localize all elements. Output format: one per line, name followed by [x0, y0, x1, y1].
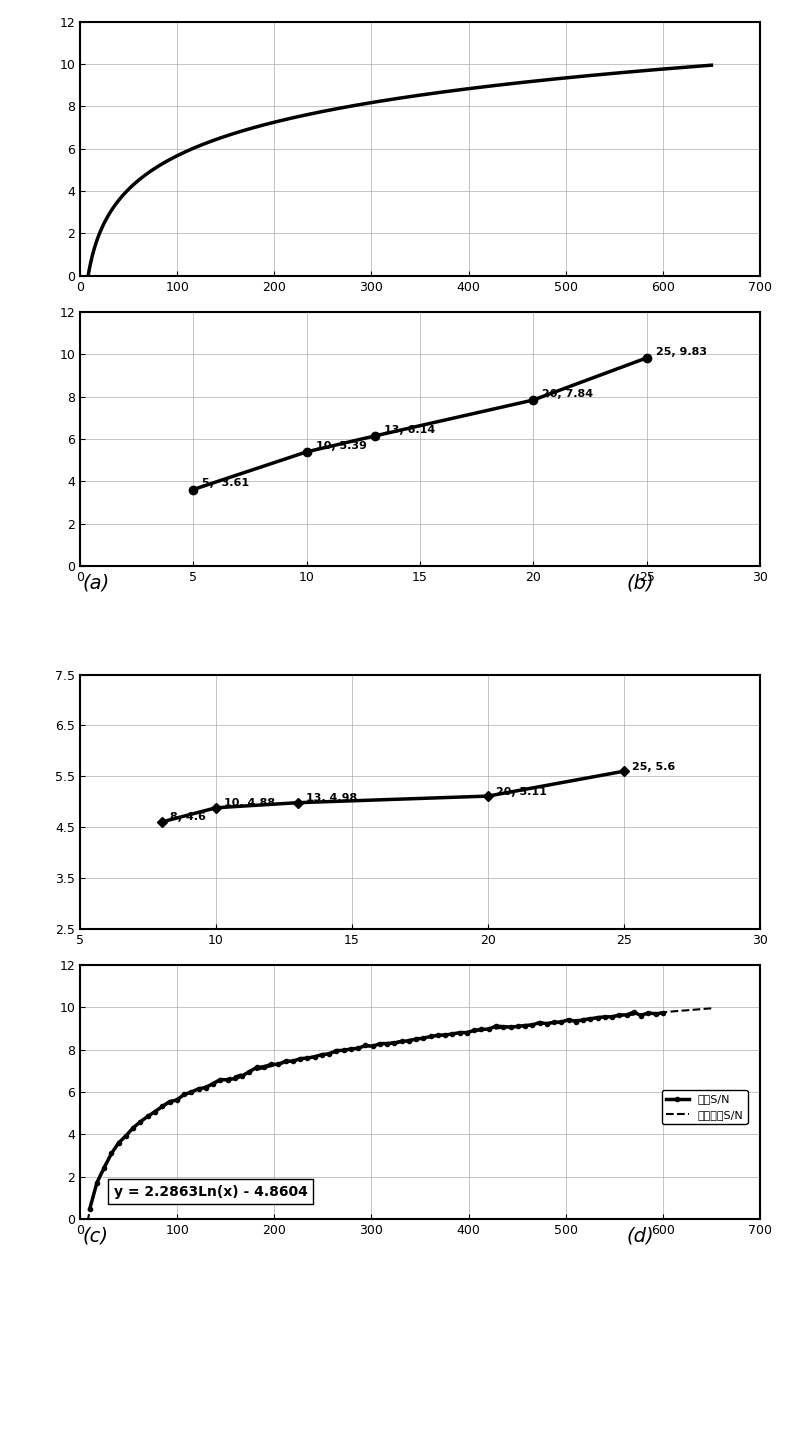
Text: (a): (a) — [82, 573, 110, 592]
Text: 5,  3.61: 5, 3.61 — [202, 477, 250, 488]
实际S/N — [85, 1200, 94, 1217]
对数拟合S/N — [79, 1246, 89, 1264]
Text: 10, 5.39: 10, 5.39 — [316, 441, 366, 451]
实际S/N — [658, 1004, 668, 1022]
实际S/N — [426, 1027, 435, 1045]
实际S/N — [593, 1008, 602, 1026]
对数拟合S/N — [355, 1039, 365, 1056]
实际S/N — [477, 1020, 486, 1037]
实际S/N — [339, 1042, 349, 1059]
Text: 25, 5.6: 25, 5.6 — [632, 762, 675, 772]
Text: 13, 4.98: 13, 4.98 — [306, 794, 357, 804]
对数拟合S/N — [569, 1011, 578, 1029]
Text: 20, 7.84: 20, 7.84 — [542, 389, 594, 399]
对数拟合S/N — [510, 1017, 520, 1035]
Text: (b): (b) — [626, 573, 654, 592]
对数拟合S/N — [580, 1010, 590, 1027]
Text: 20, 5.11: 20, 5.11 — [496, 786, 547, 797]
Line: 实际S/N: 实际S/N — [88, 1010, 665, 1212]
实际S/N — [455, 1024, 465, 1042]
Text: (c): (c) — [83, 1226, 109, 1245]
Line: 对数拟合S/N: 对数拟合S/N — [84, 1008, 711, 1255]
Text: 10, 4.88: 10, 4.88 — [224, 798, 275, 808]
实际S/N — [433, 1026, 442, 1043]
Text: y = 2.2863Ln(x) - 4.8604: y = 2.2863Ln(x) - 4.8604 — [114, 1184, 308, 1199]
对数拟合S/N — [333, 1043, 342, 1061]
Text: (d): (d) — [626, 1226, 654, 1245]
对数拟合S/N — [143, 1107, 153, 1125]
Legend: 实际S/N, 对数拟合S/N: 实际S/N, 对数拟合S/N — [662, 1090, 748, 1125]
实际S/N — [629, 1003, 638, 1020]
Text: 25, 9.83: 25, 9.83 — [656, 347, 706, 357]
Text: 8, 4.6: 8, 4.6 — [170, 813, 206, 823]
对数拟合S/N — [706, 1000, 716, 1017]
Text: 13, 6.14: 13, 6.14 — [384, 425, 435, 435]
